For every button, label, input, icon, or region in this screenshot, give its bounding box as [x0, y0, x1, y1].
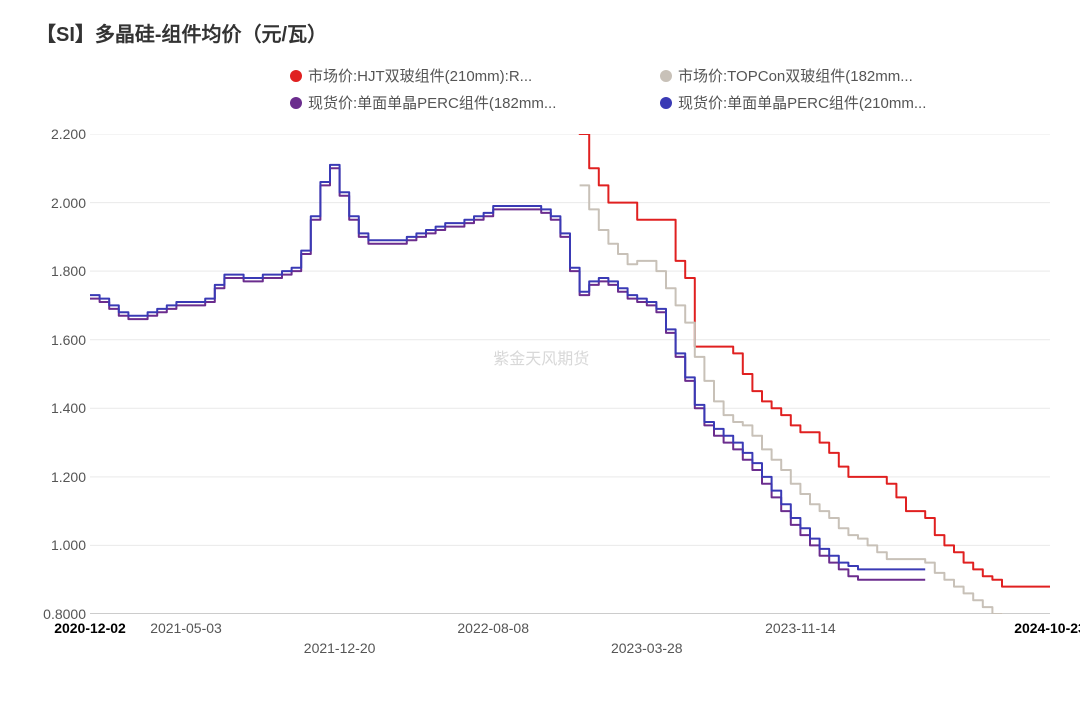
legend-label: 市场价:HJT双玻组件(210mm):R...	[308, 65, 532, 86]
legend: 市场价:HJT双玻组件(210mm):R... 市场价:TOPCon双玻组件(18…	[0, 47, 1080, 127]
legend-marker-icon	[290, 70, 302, 82]
legend-item: 现货价:单面单晶PERC组件(210mm...	[660, 92, 1030, 113]
x-axis: 2020-12-022021-05-032021-12-202022-08-08…	[90, 620, 1050, 670]
legend-item: 市场价:HJT双玻组件(210mm):R...	[290, 65, 660, 86]
chart-title: 【SI】多晶硅-组件均价（元/瓦）	[0, 0, 1080, 47]
legend-label: 市场价:TOPCon双玻组件(182mm...	[678, 65, 913, 86]
y-tick-label: 2.000	[51, 195, 86, 211]
x-tick-label: 2023-11-14	[765, 620, 836, 636]
x-tick-label: 2021-12-20	[304, 640, 376, 656]
y-axis: 0.80001.0001.2001.4001.6001.8002.0002.20…	[36, 134, 86, 614]
line-chart-svg	[90, 134, 1050, 614]
legend-item: 市场价:TOPCon双玻组件(182mm...	[660, 65, 1030, 86]
y-tick-label: 2.200	[51, 126, 86, 142]
series-line	[580, 185, 1050, 614]
chart-plot-area: 紫金天风期货	[90, 134, 1050, 614]
y-tick-label: 1.000	[51, 537, 86, 553]
y-tick-label: 1.400	[51, 400, 86, 416]
x-tick-label: 2023-03-28	[611, 640, 683, 656]
x-tick-label: 2020-12-02	[54, 620, 126, 636]
legend-marker-icon	[660, 97, 672, 109]
legend-label: 现货价:单面单晶PERC组件(182mm...	[308, 92, 556, 113]
x-tick-label: 2021-05-03	[150, 620, 222, 636]
legend-marker-icon	[290, 97, 302, 109]
series-line	[570, 134, 1050, 587]
legend-item: 现货价:单面单晶PERC组件(182mm...	[290, 92, 660, 113]
x-tick-label: 2024-10-23	[1014, 620, 1080, 636]
y-tick-label: 1.200	[51, 469, 86, 485]
legend-label: 现货价:单面单晶PERC组件(210mm...	[678, 92, 926, 113]
y-tick-label: 1.600	[51, 332, 86, 348]
x-tick-label: 2022-08-08	[457, 620, 529, 636]
y-tick-label: 1.800	[51, 263, 86, 279]
legend-marker-icon	[660, 70, 672, 82]
series-line	[90, 165, 925, 570]
